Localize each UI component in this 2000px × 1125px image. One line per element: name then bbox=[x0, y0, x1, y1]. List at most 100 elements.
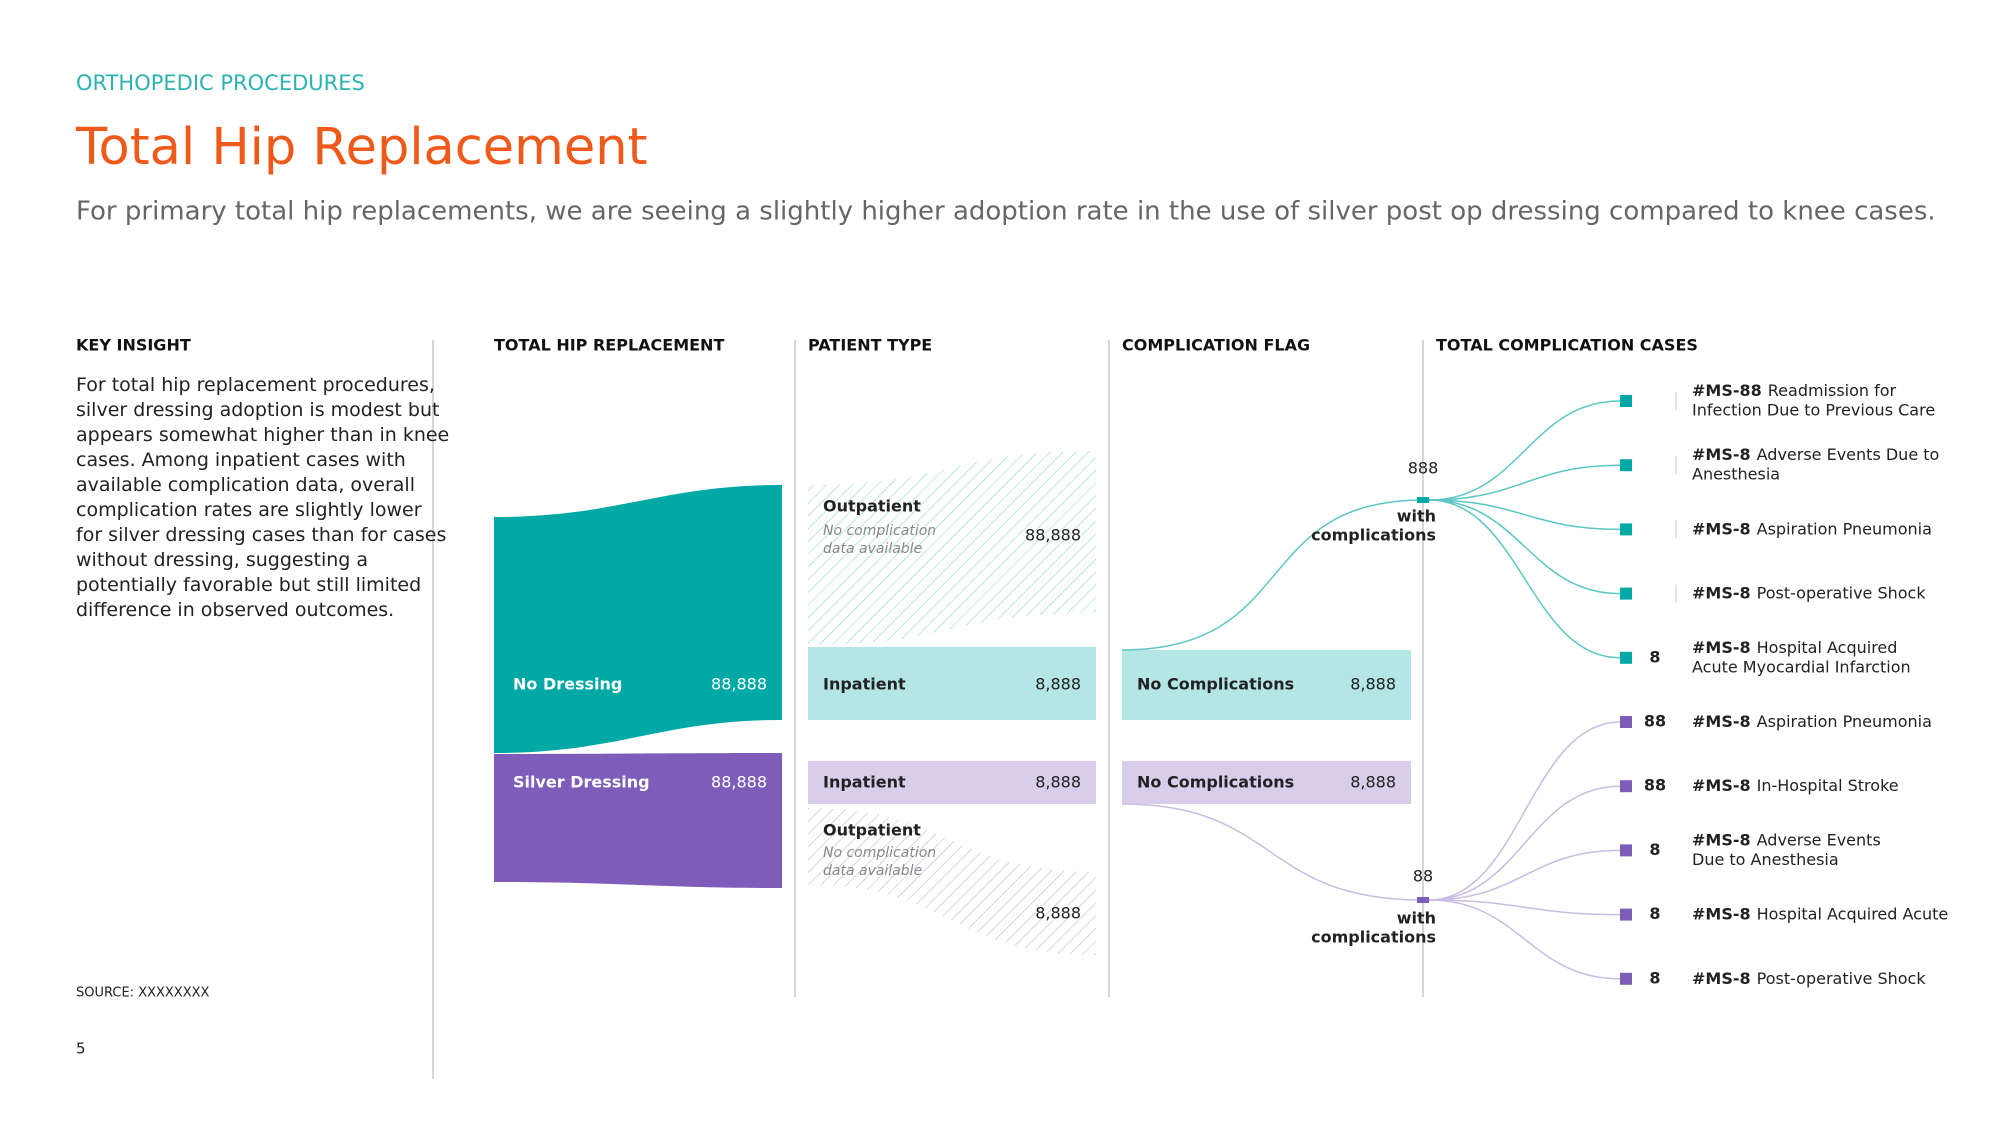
case-text: Post-operative Shock bbox=[1757, 968, 1927, 987]
page-number: 5 bbox=[76, 1040, 86, 1058]
case-text: Aspiration Pneumonia bbox=[1757, 519, 1932, 538]
flag-value: 8,888 bbox=[1350, 675, 1396, 694]
case-label: Infection Due to Previous Care bbox=[1692, 401, 1935, 420]
group-label: Silver Dressing bbox=[513, 773, 650, 792]
case-text: Hospital Acquired Acute bbox=[1757, 904, 1949, 923]
case-marker bbox=[1620, 716, 1632, 728]
group-value: 88,888 bbox=[711, 675, 767, 694]
fan-line bbox=[1428, 849, 1621, 901]
case-marker bbox=[1620, 972, 1632, 985]
case-code: #MS-88 bbox=[1692, 381, 1762, 400]
column-header: TOTAL HIP REPLACEMENT bbox=[494, 336, 724, 355]
case-label: #MS-8 Aspiration Pneumonia bbox=[1692, 519, 1932, 538]
flow-line bbox=[1121, 499, 1424, 651]
case-code: #MS-8 bbox=[1692, 776, 1751, 795]
flow-line bbox=[1121, 803, 1424, 901]
case-label: #MS-8 Hospital Acquired bbox=[1692, 637, 1897, 656]
fan-line bbox=[1428, 785, 1621, 901]
fan-line bbox=[1428, 499, 1621, 531]
flag-box bbox=[1122, 650, 1411, 720]
case-code: #MS-8 bbox=[1692, 637, 1751, 656]
case-label: #MS-8 Adverse Events bbox=[1692, 830, 1881, 849]
source: SOURCE: XXXXXXXX bbox=[76, 986, 210, 1001]
case-text: Adverse Events bbox=[1757, 830, 1881, 849]
fan-line bbox=[1428, 499, 1621, 595]
case-text: Adverse Events Due to bbox=[1757, 445, 1940, 464]
inpatient-box bbox=[808, 647, 1096, 720]
case-label: #MS-8 In-Hospital Stroke bbox=[1692, 776, 1899, 795]
outpatient-label: Outpatient bbox=[823, 497, 921, 516]
with-value: 888 bbox=[1408, 459, 1439, 478]
case-label: #MS-8 Hospital Acquired Acute bbox=[1692, 904, 1948, 923]
case-label: #MS-8 Adverse Events Due to bbox=[1692, 445, 1939, 464]
case-code: #MS-8 bbox=[1692, 519, 1751, 538]
case-code: #MS-8 bbox=[1692, 445, 1751, 464]
with-label: with bbox=[1397, 507, 1436, 526]
flag-box bbox=[1122, 761, 1411, 804]
outpatient-note: data available bbox=[823, 541, 922, 557]
title: Total Hip Replacement bbox=[75, 118, 648, 177]
inpatient-label: Inpatient bbox=[823, 675, 906, 694]
outpatient-note: data available bbox=[823, 863, 922, 879]
case-marker bbox=[1620, 844, 1632, 857]
fan-line bbox=[1428, 899, 1621, 916]
case-marker bbox=[1620, 523, 1632, 536]
case-label: #MS-8 Aspiration Pneumonia bbox=[1692, 712, 1932, 731]
fan-line bbox=[1428, 499, 1621, 659]
case-marker bbox=[1620, 780, 1632, 793]
inpatient-value: 8,888 bbox=[1035, 675, 1081, 694]
case-count: 8 bbox=[1649, 904, 1660, 923]
case-text: Aspiration Pneumonia bbox=[1757, 712, 1932, 731]
with-label: complications bbox=[1311, 526, 1436, 545]
case-code: #MS-8 bbox=[1692, 583, 1751, 602]
fan-line bbox=[1428, 721, 1621, 901]
case-marker bbox=[1620, 908, 1632, 921]
case-label: #MS-8 Post-operative Shock bbox=[1692, 968, 1926, 987]
case-marker bbox=[1620, 459, 1632, 472]
case-marker bbox=[1620, 587, 1632, 600]
case-count: 8 bbox=[1649, 840, 1660, 859]
outpatient-value: 8,888 bbox=[1035, 904, 1081, 923]
case-label: Due to Anesthesia bbox=[1692, 850, 1839, 869]
case-count: 88 bbox=[1644, 712, 1666, 731]
flag-label: No Complications bbox=[1137, 675, 1294, 694]
case-count: 8 bbox=[1649, 647, 1660, 666]
case-text: Hospital Acquired bbox=[1757, 637, 1898, 656]
outpatient-label: Outpatient bbox=[823, 821, 921, 840]
case-text: Readmission for bbox=[1768, 381, 1897, 400]
subtitle: For primary total hip replacements, we a… bbox=[76, 197, 1936, 227]
case-code: #MS-8 bbox=[1692, 712, 1751, 731]
case-text: In-Hospital Stroke bbox=[1757, 776, 1899, 795]
case-count: 88 bbox=[1644, 776, 1666, 795]
column-header: PATIENT TYPE bbox=[808, 336, 932, 355]
case-label: #MS-88 Readmission for bbox=[1692, 381, 1897, 400]
insight-text: For total hip replacement procedures, si… bbox=[76, 374, 450, 621]
outpatient-note: No complication bbox=[823, 845, 936, 861]
case-marker bbox=[1620, 395, 1632, 407]
case-count: 8 bbox=[1649, 968, 1660, 987]
inpatient-value: 8,888 bbox=[1035, 773, 1081, 792]
outpatient-flow bbox=[808, 451, 1096, 645]
case-label: #MS-8 Post-operative Shock bbox=[1692, 583, 1926, 602]
node bbox=[1417, 497, 1429, 503]
outpatient-value: 88,888 bbox=[1025, 526, 1081, 545]
with-label: complications bbox=[1311, 928, 1436, 947]
fan-line bbox=[1428, 464, 1621, 501]
case-code: #MS-8 bbox=[1692, 968, 1751, 987]
column-header: TOTAL COMPLICATION CASES bbox=[1436, 336, 1698, 355]
outpatient-note: No complication bbox=[823, 523, 936, 539]
case-marker bbox=[1620, 651, 1632, 664]
section: ORTHOPEDIC PROCEDURES bbox=[76, 71, 365, 95]
case-label: Acute Myocardial Infarction bbox=[1692, 657, 1911, 676]
flow-silver-dressing bbox=[494, 753, 782, 888]
inpatient-box bbox=[808, 761, 1096, 804]
fan-line bbox=[1428, 400, 1621, 501]
case-label: Anesthesia bbox=[1692, 465, 1780, 484]
outpatient-flow bbox=[808, 808, 1096, 955]
case-code: #MS-8 bbox=[1692, 904, 1751, 923]
column-header: COMPLICATION FLAG bbox=[1122, 336, 1310, 355]
insight-heading: KEY INSIGHT bbox=[76, 336, 191, 355]
fan-line bbox=[1428, 899, 1621, 980]
